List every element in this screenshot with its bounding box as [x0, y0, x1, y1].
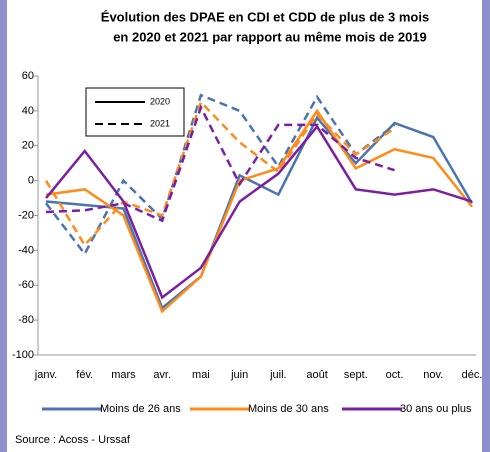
- legend-label: 2021: [150, 118, 170, 128]
- legend-label: 30 ans ou plus: [400, 403, 472, 415]
- x-tick-label: juin: [230, 369, 248, 381]
- legend-label: 2020: [150, 96, 170, 106]
- x-tick-label: mars: [111, 369, 136, 381]
- legend-label: Moins de 26 ans: [100, 403, 181, 415]
- y-tick-label: 40: [22, 105, 34, 117]
- y-tick-label: 20: [22, 140, 34, 152]
- x-tick-label: mai: [192, 369, 210, 381]
- x-tick-label: avr.: [153, 369, 171, 381]
- x-tick-label: juil.: [269, 369, 287, 381]
- y-tick-label: -40: [18, 244, 34, 256]
- x-tick-label: oct.: [386, 369, 404, 381]
- y-tick-label: 0: [28, 175, 34, 187]
- series-line: [45, 93, 396, 257]
- x-tick-label: août: [306, 369, 327, 381]
- series-line: [44, 99, 396, 248]
- series-line: [45, 108, 473, 314]
- chart-title: en 2020 et 2021 par rapport au même mois…: [113, 29, 427, 44]
- series-line: [45, 104, 395, 223]
- y-tick-label: -20: [18, 209, 34, 221]
- series-line: [45, 124, 473, 300]
- year-legend-box: [85, 87, 185, 137]
- y-tick-label: -100: [12, 349, 34, 361]
- x-tick-label: janv.: [34, 369, 57, 381]
- x-tick-label: nov.: [423, 369, 443, 381]
- x-tick-label: sept.: [344, 369, 368, 381]
- panel: [7, 0, 482, 452]
- y-tick-label: -80: [18, 314, 34, 326]
- source: Source : Acoss - Urssaf: [15, 434, 131, 446]
- y-tick-label: -60: [18, 279, 34, 291]
- x-tick-label: déc.: [462, 369, 483, 381]
- x-tick-label: fév.: [76, 369, 93, 381]
- y-tick-label: 60: [22, 70, 34, 82]
- chart-title: Évolution des DPAE en CDI et CDD de plus…: [101, 9, 429, 24]
- legend-label: Moins de 30 ans: [248, 403, 329, 415]
